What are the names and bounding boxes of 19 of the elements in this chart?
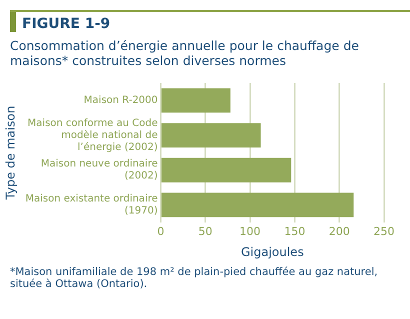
y-tick-label: Maison conforme au Code modèle national de l’énergie (2002) (28, 118, 158, 153)
bar (162, 192, 354, 218)
y-tick-label: Maison R-2000 (84, 95, 158, 106)
bar (162, 88, 230, 113)
x-axis-title: Gigajoules (240, 244, 304, 259)
text: *Maison unifamiliale de 198 m² de plain-pied chauffée au gaz naturel, située à Ottawa (Ontario). (10, 266, 379, 290)
x-tick-label: 250 (374, 224, 394, 238)
x-tick-label: 0 (157, 224, 164, 238)
bar (162, 158, 292, 182)
y-tick-label: Maison neuve ordinaire (2002) (40, 158, 158, 182)
y-axis-title: Type de maison (3, 106, 18, 201)
x-tick-label: 50 (198, 224, 212, 238)
x-tick-label: 150 (284, 224, 306, 238)
x-tick-label: 100 (240, 224, 261, 238)
chart-subtitle: FIGURE 1-9 (21, 15, 110, 32)
bar (162, 123, 261, 148)
x-tick-label: 200 (328, 224, 350, 238)
chart-title: Consommation d’énergie annuelle pour le chauffage de maisons* construites selon diverses normes (10, 38, 360, 68)
y-tick-label: Maison existante ordinaire (1970) (25, 194, 158, 217)
